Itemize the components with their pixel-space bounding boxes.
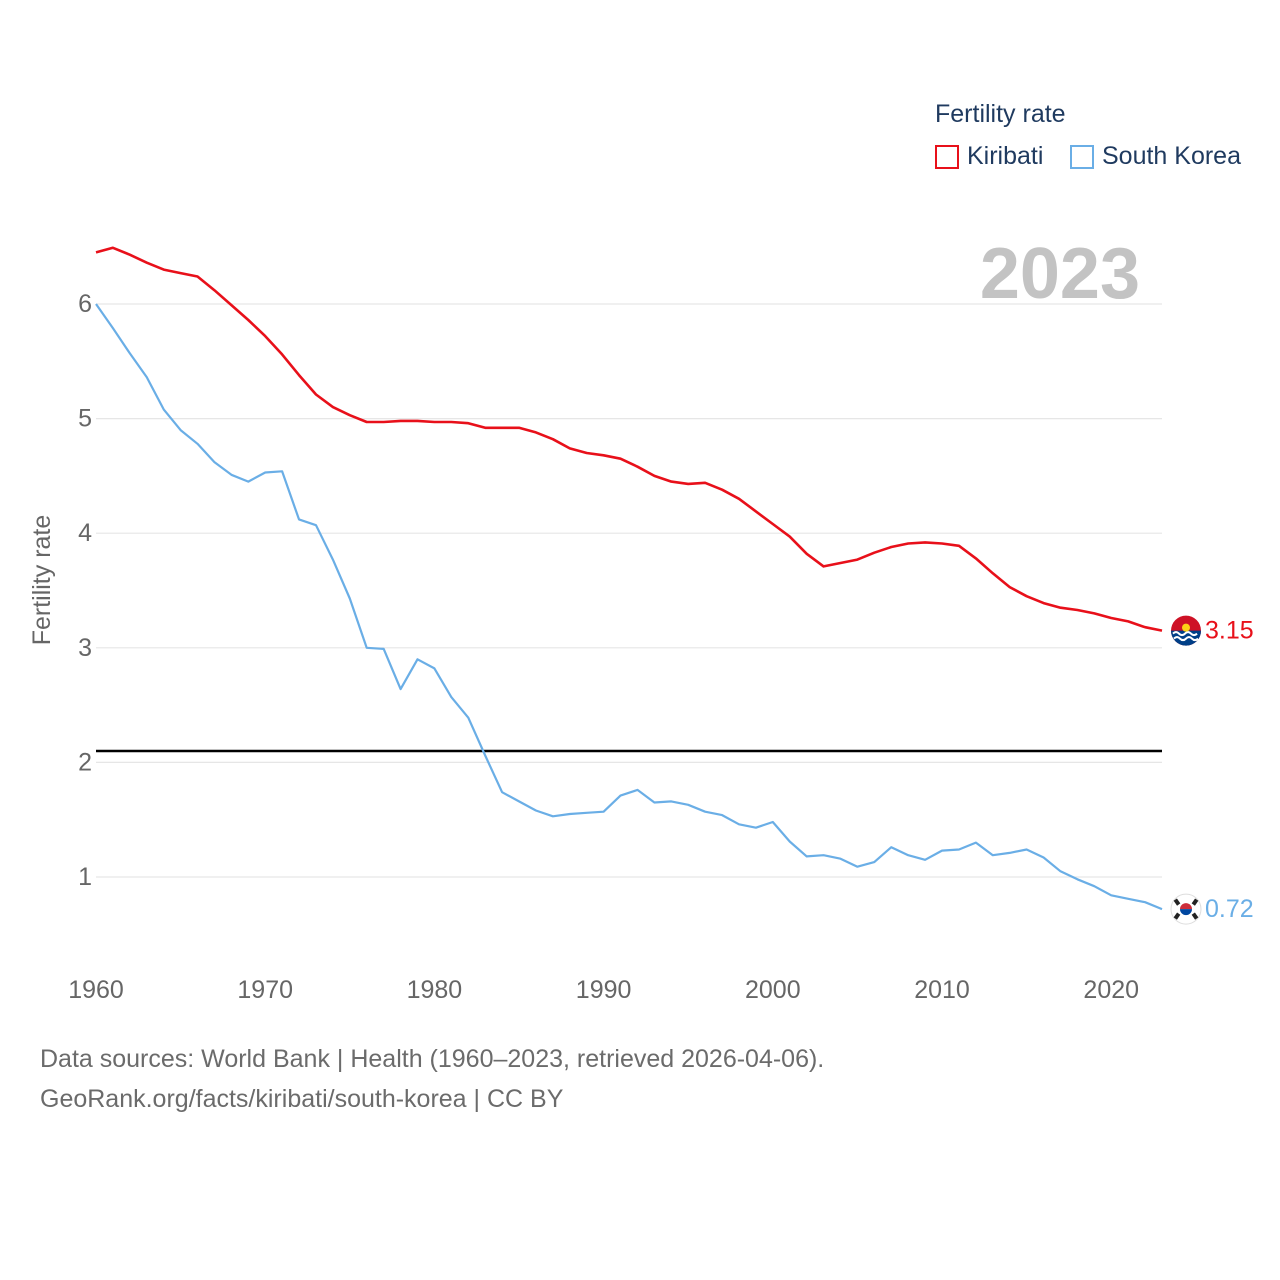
- x-tick-label-1980: 1980: [407, 976, 463, 1004]
- x-tick-label-1970: 1970: [237, 976, 293, 1004]
- end-markers: 3.15 0.72: [1170, 615, 1254, 925]
- y-tick-label-5: 5: [78, 405, 92, 433]
- legend-label-kiribati: Kiribati: [967, 142, 1044, 170]
- end-label-kiribati: 3.15: [1205, 617, 1254, 645]
- legend-label-south-korea: South Korea: [1102, 142, 1241, 170]
- flag-korea-trigram-2: [1173, 912, 1181, 920]
- flag-korea-trigram-0: [1173, 898, 1181, 906]
- y-tick-label-2: 2: [78, 748, 92, 776]
- current-year-label: 2023: [980, 234, 1140, 314]
- footer-attribution[interactable]: GeoRank.org/facts/kiribati/south-korea |…: [40, 1085, 564, 1113]
- series-lines: [95, 246, 1163, 911]
- y-tick-label-4: 4: [78, 519, 92, 547]
- series-line-south-korea: [95, 303, 1163, 911]
- x-tick-label-2020: 2020: [1083, 976, 1139, 1004]
- x-tick-label-2000: 2000: [745, 976, 801, 1004]
- legend-swatch-kiribati: [935, 144, 959, 169]
- y-tick-label-6: 6: [78, 290, 92, 318]
- flag-kiribati-wave-2: [1173, 636, 1199, 642]
- legend-swatch-south-korea: [1070, 144, 1094, 169]
- x-tick-label-1960: 1960: [68, 976, 124, 1004]
- y-tick-label-1: 1: [78, 863, 92, 891]
- flag-korea-red: [1180, 903, 1192, 910]
- flag-kiribati-wave-1: [1172, 631, 1198, 637]
- legend-title: Fertility rate: [935, 100, 1066, 128]
- legend-item-south-korea[interactable]: South Korea: [1070, 142, 1241, 171]
- y-axis-label: Fertility rate: [28, 515, 56, 646]
- flag-korea-trigram-3: [1191, 912, 1199, 920]
- series-line-kiribati: [95, 246, 1163, 632]
- end-label-south-korea: 0.72: [1205, 895, 1254, 923]
- x-axis-ticks: 1960 1970 1980 1990 2000 2010 2020: [68, 976, 1139, 1004]
- x-tick-label-1990: 1990: [576, 976, 632, 1004]
- flag-icon-kiribati: [1171, 615, 1201, 646]
- footer-source: Data sources: World Bank | Health (1960–…: [40, 1045, 825, 1073]
- x-tick-label-2010: 2010: [914, 976, 970, 1004]
- flag-korea-blue: [1180, 909, 1192, 916]
- flag-korea-trigram-1: [1191, 898, 1199, 906]
- gridlines: [96, 303, 1162, 878]
- y-tick-label-3: 3: [78, 634, 92, 662]
- y-axis-ticks: 1 2 3 4 5 6: [78, 290, 92, 891]
- legend-item-kiribati[interactable]: Kiribati: [935, 142, 1043, 171]
- flag-kiribati-sun: [1182, 623, 1190, 632]
- flag-icon-south-korea: [1170, 893, 1202, 925]
